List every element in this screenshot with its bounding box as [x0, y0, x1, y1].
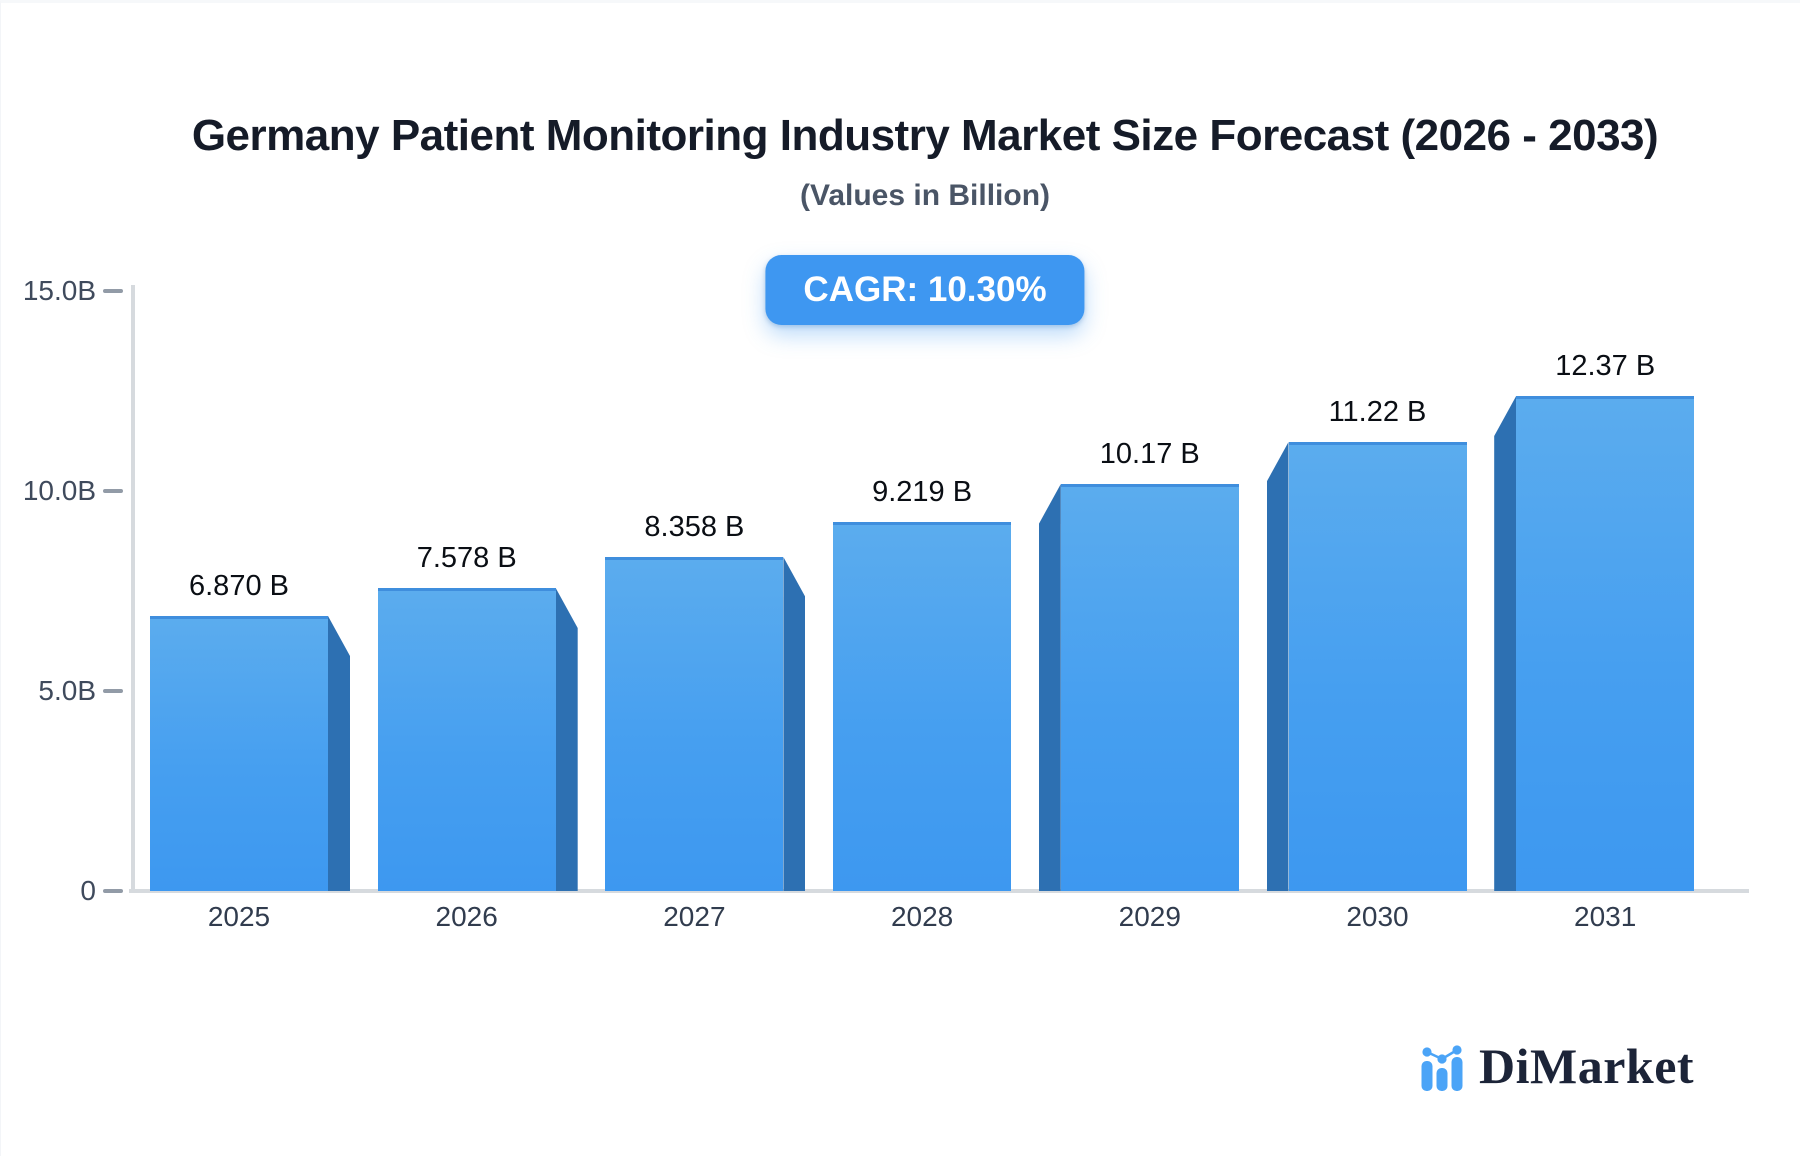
x-axis-label-2030: 2030	[1346, 901, 1409, 932]
x-axis-label-2031: 2031	[1574, 901, 1637, 932]
y-axis-line	[131, 285, 135, 891]
bar-2031	[1516, 396, 1695, 891]
x-axis-label-2028: 2028	[890, 901, 954, 932]
y-tick-label: 5.0B	[38, 675, 96, 706]
bar-3d-side	[1266, 442, 1289, 891]
bar-3d-side	[1494, 396, 1517, 891]
x-axis-baseline	[129, 889, 1749, 893]
y-tick-mark	[103, 889, 123, 893]
x-axis-label-2025: 2025	[207, 901, 271, 932]
bar-2025	[150, 616, 328, 891]
y-tick-mark	[103, 489, 123, 493]
bar-value-label: 7.578 B	[416, 542, 517, 574]
bar-value-label: 10.17 B	[1099, 438, 1200, 470]
bar-value-label: 8.358 B	[644, 511, 745, 543]
bar-3d-side	[328, 616, 350, 891]
y-tick-label: 15.0B	[22, 275, 96, 306]
bar-value-label: 12.37 B	[1555, 350, 1656, 382]
dimarket-logo: DiMarket	[1419, 1041, 1694, 1091]
bar-3d-side	[555, 588, 578, 891]
y-tick-mark	[103, 689, 123, 693]
y-tick-label: 0	[80, 875, 96, 906]
bar-value-label: 6.870 B	[189, 570, 289, 602]
bar-2028	[833, 522, 1012, 891]
bar-2029	[1060, 484, 1239, 891]
chart-subtitle: (Values in Billion)	[799, 179, 1051, 212]
chart-title: Germany Patient Monitoring Industry Mark…	[191, 111, 1659, 160]
dimarket-logo-text: DiMarket	[1479, 1038, 1695, 1094]
x-axis-label-2029: 2029	[1118, 901, 1181, 932]
bar-3d-side	[1038, 484, 1061, 891]
bar-3d-side	[783, 557, 806, 891]
bar-2026	[377, 588, 556, 891]
x-axis-label-2026: 2026	[435, 901, 498, 932]
bar-chart-logo-icon	[1421, 1045, 1463, 1091]
y-tick-mark	[103, 289, 123, 293]
bar-value-label: 9.219 B	[872, 476, 973, 508]
x-axis-label-2027: 2027	[663, 901, 726, 932]
bar-2030	[1288, 442, 1467, 891]
y-tick-label: 10.0B	[22, 475, 96, 506]
bar-2027	[605, 557, 784, 891]
cagr-badge: CAGR: 10.30%	[765, 255, 1085, 325]
bar-value-label: 11.22 B	[1328, 396, 1427, 428]
